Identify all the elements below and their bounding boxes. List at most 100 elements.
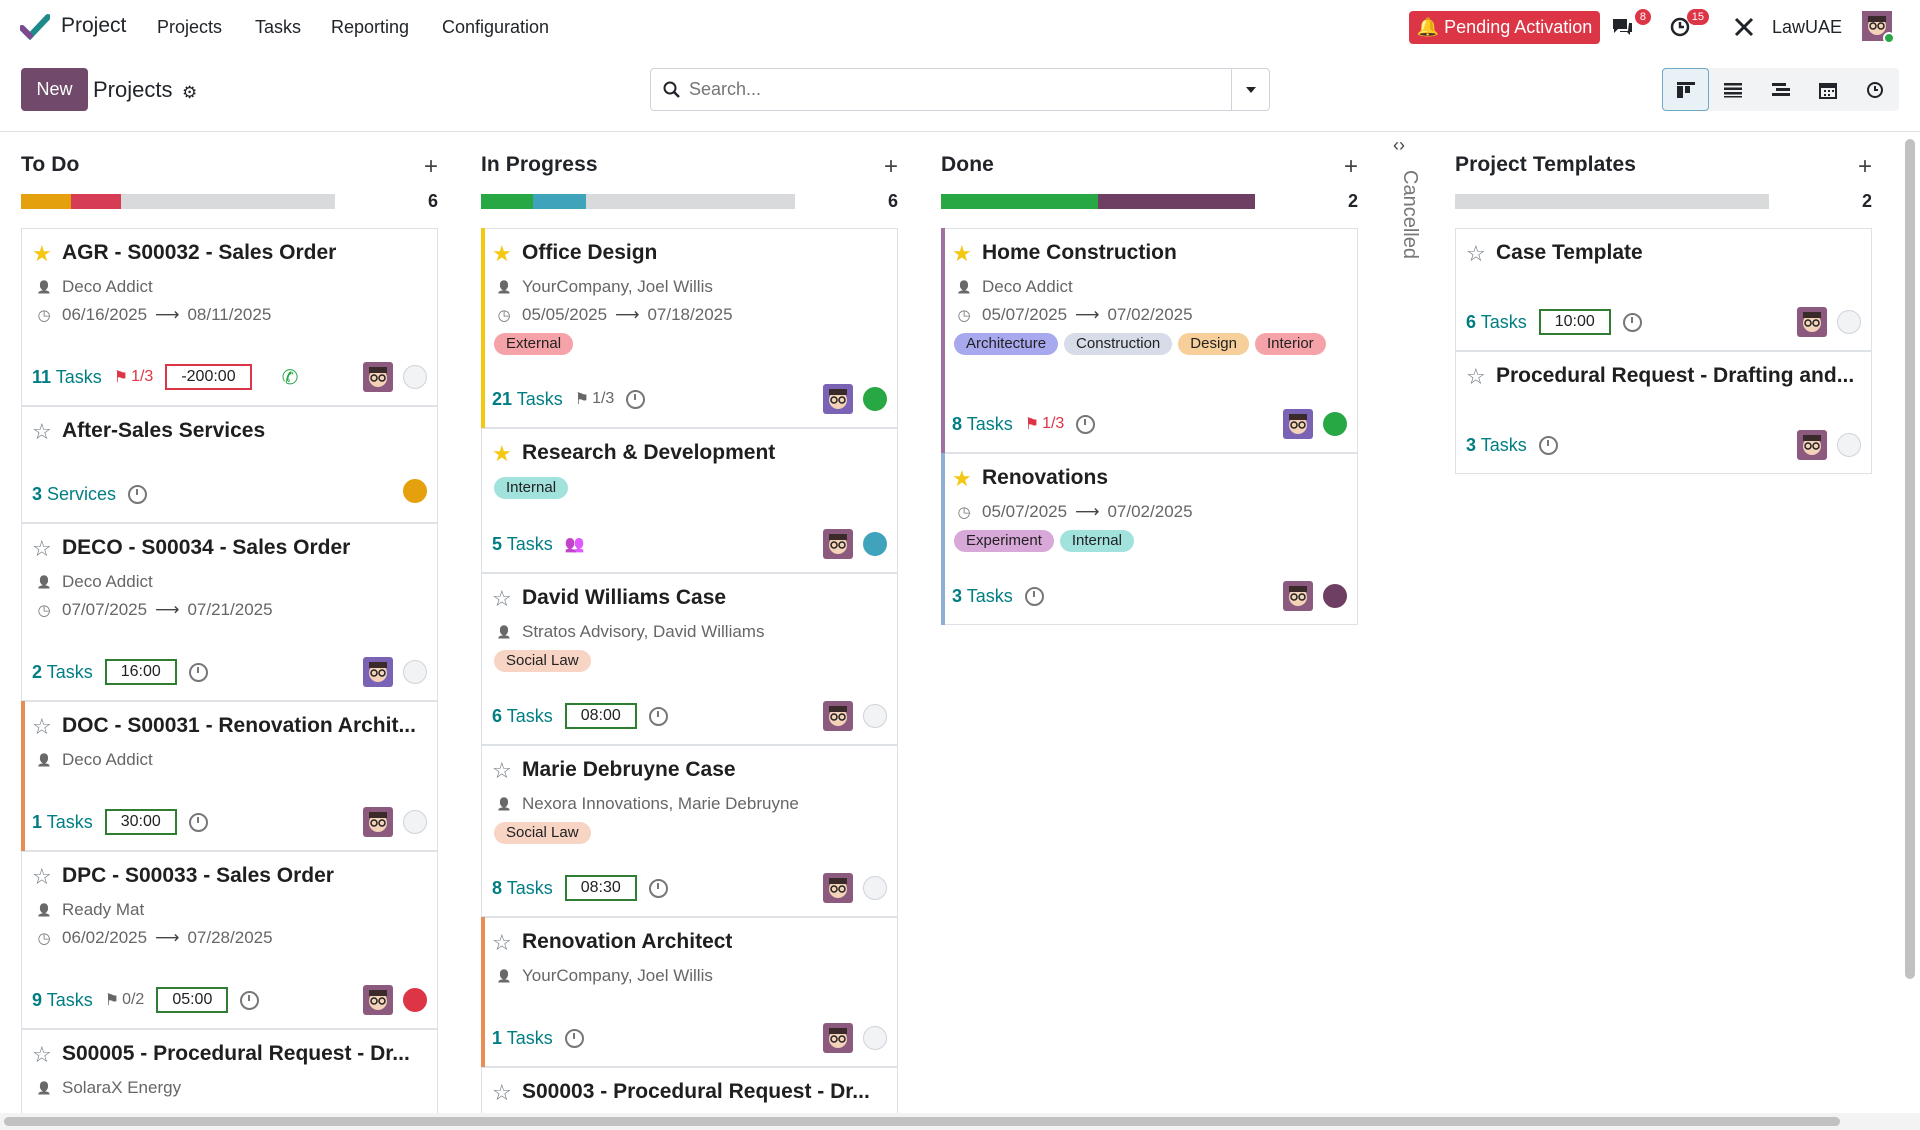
assignee-avatar[interactable] [823,701,853,731]
card-title[interactable]: DPC - S00033 - Sales Order [62,864,334,887]
tag-badge[interactable]: Interior [1254,333,1326,355]
tag-badge[interactable]: Design [1178,333,1249,355]
activity-clock-icon[interactable] [1538,435,1558,455]
star-empty-icon[interactable]: ☆ [32,536,52,561]
project-card[interactable]: ☆ Procedural Request - Drafting and... 3 T… [1455,351,1872,474]
tag-badge[interactable]: External [494,333,574,355]
calendar-view-button[interactable] [1804,68,1851,111]
card-title[interactable]: Office Design [522,241,658,264]
horizontal-scrollbar[interactable] [0,1113,1920,1130]
card-title[interactable]: Case Template [1496,241,1643,264]
horizontal-scroll-thumb[interactable] [4,1117,1840,1126]
column-title[interactable]: To Do [21,153,80,176]
activities-button[interactable]: 15 [1665,9,1709,42]
tasks-link[interactable]: 2 Tasks [32,662,93,683]
kanban-view-button[interactable] [1662,68,1710,111]
tag-badge[interactable]: Internal [1059,530,1134,552]
assignee-avatar[interactable] [823,873,853,903]
star-empty-icon[interactable]: ☆ [32,419,52,444]
progress-segment[interactable] [71,194,122,209]
project-card[interactable]: ☆ S00003 - Procedural Request - Dr... [481,1067,898,1113]
tasks-link[interactable]: 8 Tasks [952,414,1013,435]
card-title[interactable]: DOC - S00031 - Renovation Archit... [62,714,416,737]
status-dot[interactable] [1323,412,1347,436]
project-card[interactable]: ★ Home Construction 👤 Deco Addict ◷ 05/07/202… [941,228,1358,453]
progress-segment[interactable] [532,194,587,209]
progress-segment[interactable] [1098,194,1255,209]
project-card[interactable]: ★ Renovations ◷ 05/07/2025 ⟶ 07/02/2025 Experi… [941,453,1358,625]
activity-clock-icon[interactable] [240,990,260,1010]
status-dot[interactable] [1837,433,1861,457]
card-title[interactable]: S00005 - Procedural Request - Dr... [62,1042,410,1065]
gear-icon[interactable]: ⚙ [182,83,198,102]
tag-badge[interactable]: Internal [494,477,569,499]
user-avatar[interactable] [1862,11,1895,44]
column-progress-bar[interactable] [941,194,1255,209]
project-card[interactable]: ☆ Case Template 6 Tasks 10:00 [1455,228,1872,351]
assignee-avatar[interactable] [363,807,393,837]
card-title[interactable]: David Williams Case [522,586,727,609]
card-title[interactable]: Procedural Request - Drafting and... [1496,364,1855,387]
tag-badge[interactable]: Construction [1064,333,1173,355]
column-progress-bar[interactable] [21,194,335,209]
tasks-link[interactable]: 3 Services [32,484,116,505]
activity-view-button[interactable] [1852,68,1899,111]
assignee-avatar[interactable] [823,1023,853,1053]
star-filled-icon[interactable]: ★ [952,466,972,491]
star-filled-icon[interactable]: ★ [492,441,512,466]
activity-clock-icon[interactable] [1024,586,1044,606]
progress-segment[interactable] [21,194,72,209]
tasks-link[interactable]: 1 Tasks [492,1028,553,1049]
search-input[interactable] [689,79,1231,100]
project-app-logo[interactable] [20,14,50,40]
assignee-avatar[interactable] [363,362,393,392]
assignee-avatar[interactable] [1283,409,1313,439]
star-filled-icon[interactable]: ★ [32,241,52,266]
add-card-plus-icon[interactable]: + [883,153,898,180]
activity-clock-icon[interactable] [1622,312,1642,332]
star-filled-icon[interactable]: ★ [492,241,512,266]
status-dot[interactable] [1837,310,1861,334]
vertical-scroll-thumb[interactable] [1905,139,1915,979]
assignee-avatar[interactable] [363,985,393,1015]
menu-tasks[interactable]: Tasks [255,17,302,37]
tag-badge[interactable]: Social Law [494,822,591,844]
project-card[interactable]: ☆ David Williams Case 👤 Stratos Advisory, D… [481,573,898,745]
status-dot[interactable] [863,704,887,728]
activity-clock-icon[interactable] [648,878,668,898]
activity-clock-icon[interactable] [648,706,668,726]
card-title[interactable]: After-Sales Services [62,419,266,442]
status-dot[interactable] [403,810,427,834]
tasks-link[interactable]: 3 Tasks [952,586,1013,607]
star-empty-icon[interactable]: ☆ [1466,241,1486,266]
search-options-toggle[interactable] [1231,69,1269,110]
card-title[interactable]: DECO - S00034 - Sales Order [62,536,351,559]
tasks-link[interactable]: 3 Tasks [1466,435,1527,456]
messages-button[interactable]: 8 [1607,9,1651,42]
column-title[interactable]: In Progress [481,153,598,176]
tasks-link[interactable]: 6 Tasks [1466,312,1527,333]
vertical-scrollbar[interactable] [1900,133,1920,1113]
menu-reporting[interactable]: Reporting [331,17,410,37]
project-card[interactable]: ☆ DECO - S00034 - Sales Order 👤 Deco Addict… [21,523,438,701]
tag-badge[interactable]: Experiment [954,530,1054,552]
status-dot[interactable] [863,387,887,411]
card-title[interactable]: Research & Development [522,441,776,464]
assignee-avatar[interactable] [1283,581,1313,611]
company-switcher[interactable]: LawUAE [1772,17,1843,37]
new-button[interactable]: New [21,68,88,111]
menu-configuration[interactable]: Configuration [442,17,550,37]
add-card-plus-icon[interactable]: + [1343,153,1358,180]
status-dot[interactable] [1323,584,1347,608]
star-empty-icon[interactable]: ☆ [32,1042,52,1067]
star-empty-icon[interactable]: ☆ [32,864,52,889]
project-card[interactable]: ☆ After-Sales Services 3 Services [21,406,438,523]
card-title[interactable]: Renovation Architect [522,930,733,953]
activity-clock-icon[interactable] [564,1028,584,1048]
project-card[interactable]: ☆ Renovation Architect 👤 YourCompany, Joel … [481,917,898,1067]
tag-badge[interactable]: Architecture [954,333,1059,355]
tasks-link[interactable]: 9 Tasks [32,990,93,1011]
status-dot[interactable] [863,1026,887,1050]
assignee-avatar[interactable] [1797,307,1827,337]
add-card-plus-icon[interactable]: + [1857,153,1872,180]
